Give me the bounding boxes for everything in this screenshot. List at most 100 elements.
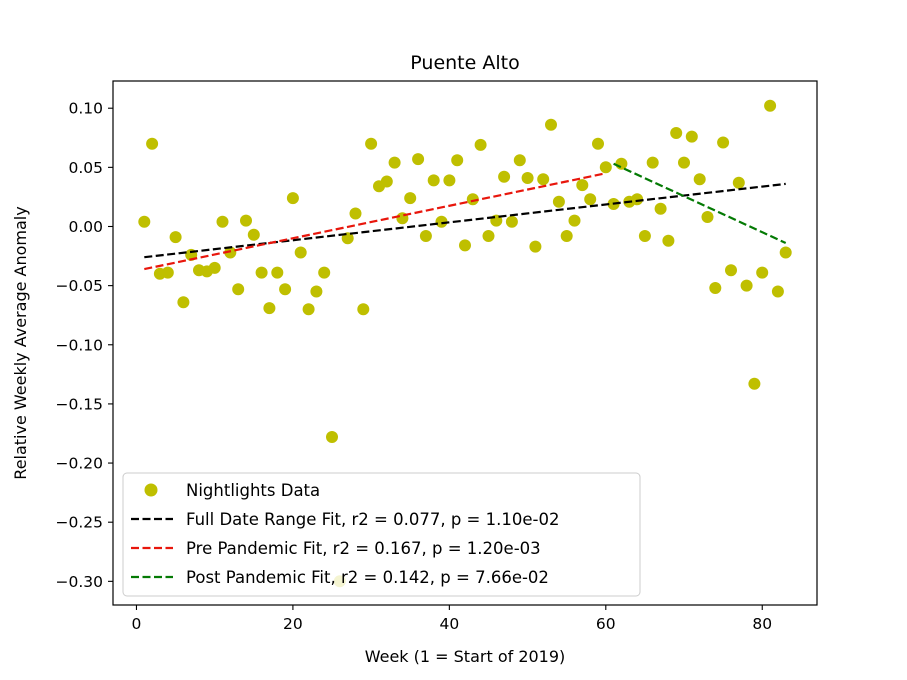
data-point — [631, 193, 644, 206]
y-axis-label: Relative Weekly Average Anomaly — [11, 206, 30, 479]
data-point — [584, 193, 597, 206]
x-tick-label: 0 — [132, 615, 142, 633]
data-point — [740, 279, 753, 292]
data-point — [326, 431, 338, 443]
data-point — [732, 176, 745, 189]
data-point — [177, 296, 190, 309]
data-point — [365, 137, 378, 150]
data-point — [521, 172, 534, 184]
data-point — [208, 261, 221, 274]
data-point — [576, 179, 589, 192]
legend-entry-nightlights: Nightlights Data — [144, 481, 320, 500]
legend-label: Post Pandemic Fit, r2 = 0.142, p = 7.66e… — [186, 568, 549, 587]
data-point — [388, 156, 401, 169]
data-point — [662, 234, 675, 247]
data-point — [380, 175, 393, 188]
data-point — [138, 215, 151, 228]
legend-marker — [144, 483, 158, 497]
data-point — [255, 266, 268, 279]
data-point — [654, 202, 667, 215]
series-nightlights-points — [138, 99, 792, 588]
data-point — [318, 266, 331, 279]
legend-label: Full Date Range Fit, r2 = 0.077, p = 1.1… — [186, 510, 559, 529]
data-point — [498, 170, 511, 183]
data-point — [568, 214, 581, 227]
data-point — [685, 130, 698, 143]
y-tick-label: −0.05 — [56, 277, 104, 295]
data-point — [466, 193, 479, 206]
y-tick-label: −0.25 — [56, 514, 104, 532]
data-point — [771, 285, 784, 298]
data-point — [513, 154, 526, 167]
data-point — [263, 302, 276, 315]
data-point — [560, 230, 573, 242]
y-tick-label: 0.10 — [68, 100, 103, 118]
data-point — [552, 195, 565, 208]
data-point — [216, 215, 229, 228]
legend-label: Nightlights Data — [186, 481, 320, 500]
data-point — [161, 266, 174, 279]
legend-entry-post-fit: Post Pandemic Fit, r2 = 0.142, p = 7.66e… — [131, 568, 549, 587]
y-tick-label: −0.10 — [56, 336, 104, 354]
data-point — [670, 127, 683, 139]
data-point — [615, 157, 628, 170]
data-point — [146, 137, 159, 150]
data-point — [224, 246, 237, 259]
axes-frame — [112, 80, 818, 606]
data-point — [646, 156, 659, 169]
legend-entry-full-fit: Full Date Range Fit, r2 = 0.077, p = 1.1… — [131, 510, 559, 529]
data-point — [412, 153, 425, 166]
data-point — [443, 174, 456, 187]
data-point — [271, 266, 284, 279]
legend-box — [122, 472, 641, 597]
data-point — [357, 303, 370, 316]
data-point — [592, 137, 604, 150]
data-point — [756, 266, 769, 279]
data-point — [537, 173, 550, 186]
axes: 0 20 40 60 80 0.10 0.05 0.00 −0.05 −0.10 −0.15 −0.2… — [56, 80, 818, 633]
data-point — [349, 207, 362, 220]
data-point — [247, 228, 260, 241]
y-tick-label: −0.20 — [56, 455, 104, 473]
data-point — [717, 136, 730, 149]
data-point — [529, 240, 542, 253]
data-point — [419, 230, 432, 242]
data-point — [459, 239, 471, 252]
data-point — [505, 215, 518, 228]
data-point — [435, 215, 448, 228]
y-tick-label: −0.15 — [56, 395, 104, 413]
data-point — [404, 192, 417, 205]
data-point — [638, 230, 651, 242]
legend-entry-pre-fit: Pre Pandemic Fit, r2 = 0.167, p = 1.20e-… — [131, 539, 541, 558]
pre-pandemic-fit-line — [144, 172, 607, 271]
data-point — [678, 156, 690, 169]
data-point — [451, 154, 464, 167]
chart-title: Puente Alto — [410, 52, 519, 74]
x-axis-label: Week (1 = Start of 2019) — [365, 647, 566, 666]
data-point — [599, 161, 612, 174]
data-point — [764, 99, 777, 112]
data-point — [427, 174, 440, 187]
y-tick-label: −0.30 — [56, 573, 104, 591]
data-point — [232, 283, 245, 296]
data-point — [482, 230, 495, 242]
data-point — [709, 282, 722, 294]
data-point — [286, 192, 299, 205]
data-point — [169, 231, 182, 244]
data-point — [294, 246, 307, 259]
post-pandemic-fit-line — [613, 162, 787, 244]
full-range-fit-line — [144, 182, 786, 259]
data-point — [240, 214, 252, 227]
legend-label: Pre Pandemic Fit, r2 = 0.167, p = 1.20e-… — [186, 539, 541, 558]
legend: Nightlights Data Full Date Range Fit, r2 … — [122, 472, 641, 597]
data-point — [725, 264, 737, 277]
data-point — [545, 118, 557, 131]
data-point — [748, 377, 761, 390]
x-tick-label: 80 — [752, 615, 772, 633]
y-tick-label: 0.00 — [68, 218, 103, 236]
data-point — [693, 173, 706, 186]
data-point — [302, 303, 315, 316]
data-point — [474, 138, 487, 151]
x-tick-label: 20 — [283, 615, 303, 633]
